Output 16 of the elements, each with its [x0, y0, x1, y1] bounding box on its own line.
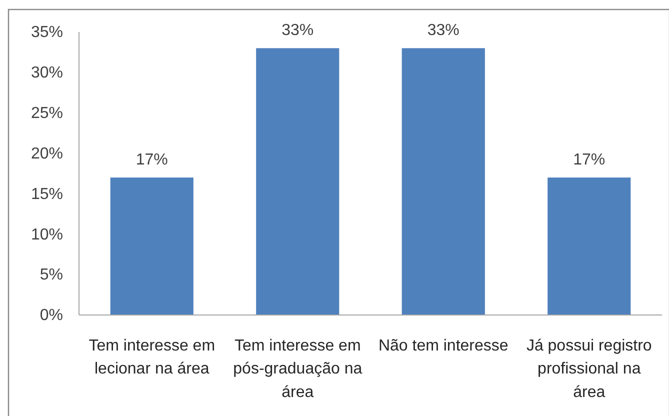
y-tick-label: 35% — [30, 24, 63, 42]
y-tick-label: 20% — [30, 145, 63, 162]
y-tick-label: 0% — [40, 307, 63, 324]
y-tick-label: 25% — [30, 104, 63, 122]
y-tick-label: 30% — [30, 64, 63, 82]
y-tick-label: 10% — [30, 226, 63, 244]
x-tick-label: Tem interesse em pós-graduação na área — [233, 337, 362, 401]
data-label: 17% — [573, 152, 606, 169]
y-tick-label: 5% — [40, 266, 63, 284]
data-label: 33% — [427, 22, 460, 40]
data-label: 33% — [282, 22, 314, 40]
x-tick-label: Não tem interesse — [378, 337, 508, 354]
x-tick-label: Já possui registro profissional na área — [526, 337, 652, 401]
data-label: 17% — [136, 152, 168, 169]
x-tick-label: Tem interesse em lecionar na área — [88, 337, 216, 378]
y-tick-label: 15% — [30, 186, 63, 203]
